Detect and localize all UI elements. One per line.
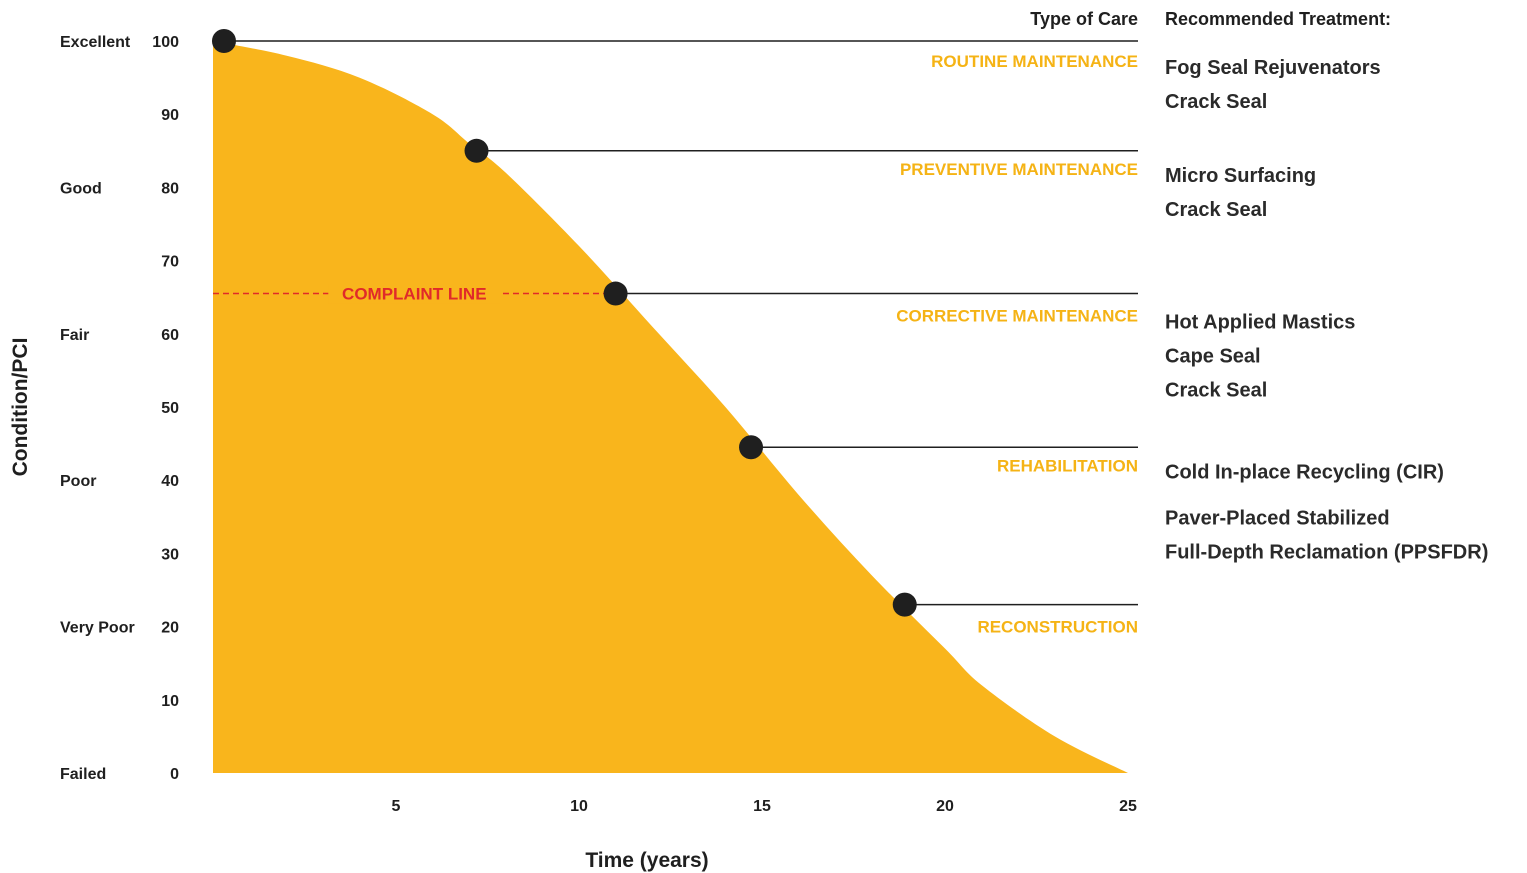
- treatment-label: Crack Seal: [1165, 380, 1267, 402]
- y-tick-label: 40: [161, 473, 179, 490]
- care-type-label: CORRECTIVE MAINTENANCE: [896, 307, 1138, 326]
- condition-label: Good: [60, 180, 102, 197]
- treatment-label: Hot Applied Mastics: [1165, 312, 1355, 334]
- care-type-labels: ROUTINE MAINTENANCE PREVENTIVE MAINTENANC…: [896, 52, 1138, 637]
- condition-label: Poor: [60, 473, 96, 490]
- x-tick-label: 5: [392, 798, 401, 815]
- y-tick-label: 60: [161, 327, 179, 344]
- condition-label: Very Poor: [60, 620, 135, 637]
- complaint-line-label: COMPLAINT LINE: [342, 285, 487, 304]
- treatment-label: Paver-Placed Stabilized: [1165, 507, 1390, 529]
- y-tick-label: 10: [161, 693, 179, 710]
- care-level-point: [464, 138, 489, 163]
- x-axis-title: Time (years): [585, 849, 708, 872]
- x-tick-label: 20: [936, 798, 954, 815]
- x-tick-labels: 5 10 15 20 25: [392, 798, 1137, 815]
- condition-area: [213, 41, 1128, 773]
- header-recommended-treatment: Recommended Treatment:: [1165, 9, 1391, 29]
- y-tick-label: 70: [161, 254, 179, 271]
- condition-label: Failed: [60, 766, 106, 783]
- y-tick-label: 30: [161, 546, 179, 563]
- treatment-label: Cold In-place Recycling (CIR): [1165, 461, 1444, 483]
- y-tick-label: 0: [170, 766, 179, 783]
- header-type-of-care: Type of Care: [1030, 9, 1138, 29]
- care-level-point: [603, 281, 628, 306]
- y-axis-title: Condition/PCI: [9, 338, 32, 477]
- y-tick-label: 20: [161, 620, 179, 637]
- y-tick-label: 50: [161, 400, 179, 417]
- x-tick-label: 10: [570, 798, 588, 815]
- care-type-label: REHABILITATION: [997, 456, 1138, 475]
- condition-label: Fair: [60, 327, 89, 344]
- y-tick-labels: 0 10 20 30 40 50 60 70 80 90 100: [152, 34, 179, 783]
- treatment-label: Cape Seal: [1165, 346, 1261, 368]
- treatment-label: Full-Depth Reclamation (PPSFDR): [1165, 541, 1488, 563]
- care-level-points: [211, 29, 917, 617]
- condition-labels: Excellent Good Fair Poor Very Poor Failed: [60, 34, 135, 783]
- y-tick-label: 90: [161, 107, 179, 124]
- treatment-label: Crack Seal: [1165, 91, 1267, 113]
- x-tick-label: 25: [1119, 798, 1137, 815]
- care-type-label: RECONSTRUCTION: [977, 618, 1138, 637]
- treatment-label: Micro Surfacing: [1165, 165, 1316, 187]
- care-type-label: ROUTINE MAINTENANCE: [931, 52, 1138, 71]
- treatment-label: Fog Seal Rejuvenators: [1165, 57, 1381, 79]
- x-tick-label: 15: [753, 798, 771, 815]
- care-level-point: [211, 29, 236, 53]
- treatment-label: Crack Seal: [1165, 199, 1267, 221]
- complaint-label-gap: [328, 283, 501, 304]
- care-level-point: [739, 435, 764, 460]
- care-level-lines: [223, 40, 1138, 606]
- condition-label: Excellent: [60, 34, 131, 51]
- y-tick-label: 80: [161, 180, 179, 197]
- y-tick-label: 100: [152, 34, 179, 51]
- treatment-labels: Fog Seal Rejuvenators Crack Seal Micro Sur…: [1165, 57, 1488, 563]
- care-level-point: [892, 592, 917, 617]
- care-type-label: PREVENTIVE MAINTENANCE: [900, 160, 1138, 179]
